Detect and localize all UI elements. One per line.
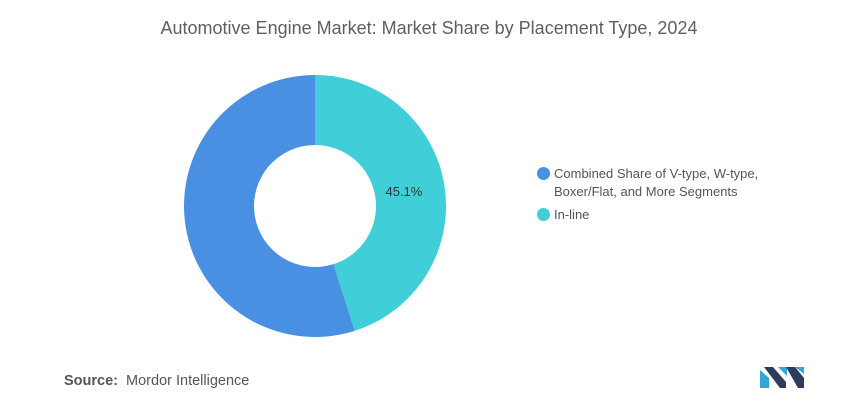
donut-slice-label-inline: 45.1%: [385, 184, 422, 199]
source-text: Mordor Intelligence: [126, 373, 250, 389]
legend-label-inline: In-line: [554, 207, 590, 222]
legend-swatch-inline: [537, 208, 550, 221]
chart-title: Automotive Engine Market: Market Share b…: [160, 18, 698, 38]
source-note: Source: Mordor Intelligence: [64, 373, 249, 389]
source-label: Source:: [64, 373, 118, 389]
legend-label-combined: Combined Share of V-type, W-type, Boxer/…: [554, 166, 759, 199]
legend-item-combined: Combined Share of V-type, W-type, Boxer/…: [537, 165, 797, 201]
donut-slice-combined: [184, 75, 355, 337]
legend-swatch-combined: [537, 167, 550, 180]
mordor-logo-icon: [760, 367, 804, 388]
legend-item-inline: In-line: [537, 206, 797, 224]
chart-legend: Combined Share of V-type, W-type, Boxer/…: [537, 165, 797, 229]
donut-slice-inline: [315, 75, 446, 331]
